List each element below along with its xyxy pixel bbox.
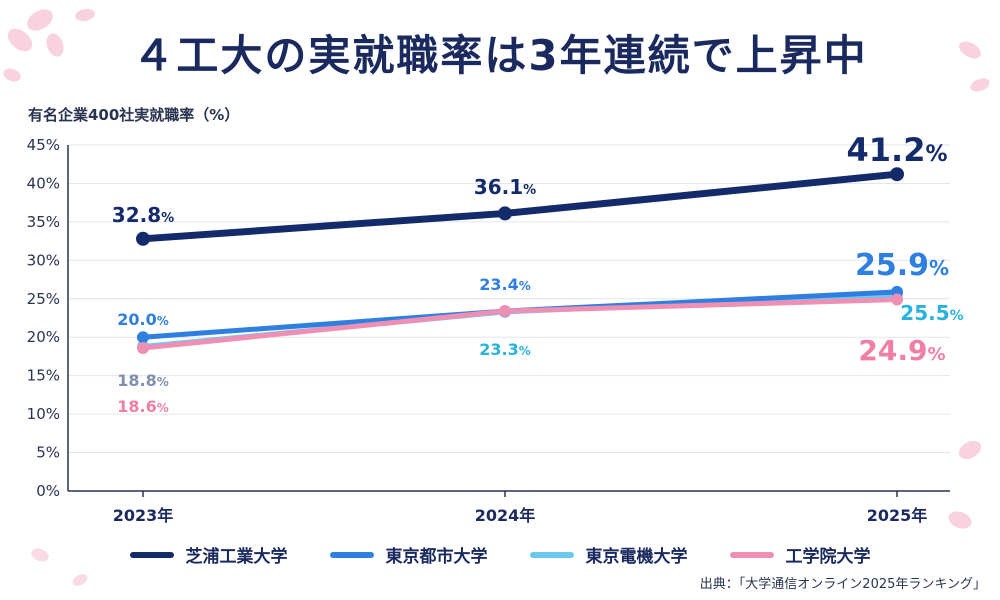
data-label: 25.5% [900, 301, 963, 325]
data-label: 23.3% [479, 340, 531, 359]
cherry-blossom-decoration-top-left [3, 8, 95, 82]
data-point [498, 206, 512, 221]
data-point [499, 305, 511, 318]
data-label: 23.4% [479, 275, 531, 294]
legend-item: 工学院大学 [729, 542, 871, 567]
y-tick-label: 35% [27, 213, 60, 231]
series-line [140, 297, 900, 351]
petal-decoration-bottom-left [31, 548, 88, 586]
data-label: 32.8% [112, 203, 174, 227]
source-note: 出典：「大学通信オンライン2025年ランキング」 [699, 577, 986, 592]
petal-decoration-top-right [959, 41, 990, 92]
data-label: 36.1% [474, 175, 536, 199]
data-label: 41.2% [847, 131, 948, 169]
y-tick-label: 10% [27, 405, 60, 423]
legend-swatch [129, 551, 174, 558]
data-point [890, 167, 904, 182]
legend-label: 工学院大学 [785, 547, 871, 567]
legend-item: 芝浦工業大学 [129, 542, 288, 567]
legend-item: 東京都市大学 [329, 542, 488, 567]
data-point [137, 341, 149, 354]
y-tick-label: 0% [36, 482, 60, 500]
legend-swatch [529, 551, 574, 558]
y-tick-label: 40% [27, 174, 60, 192]
chart-title: ４工大の実就職率は3年連続で上昇中 [132, 31, 868, 80]
data-label: 18.8% [117, 371, 169, 390]
legend-label: 芝浦工業大学 [185, 547, 288, 567]
x-tick-label: 2023年 [113, 506, 174, 525]
data-point [137, 331, 149, 344]
y-tick-label: 5% [36, 444, 60, 462]
legend-label: 東京電機大学 [585, 547, 688, 567]
y-tick-label: 30% [27, 251, 60, 269]
y-axis-unit-label: 有名企業400社実就職率（%） [28, 106, 240, 124]
y-tick-label: 15% [27, 367, 60, 385]
data-label: 18.6% [117, 397, 169, 416]
data-label: 24.9% [858, 334, 945, 367]
legend-label: 東京都市大学 [385, 547, 488, 567]
legend-swatch [329, 551, 374, 558]
data-label: 20.0% [117, 310, 169, 329]
legend-swatch [729, 551, 774, 558]
x-tick-label: 2024年 [475, 506, 536, 525]
y-tick-label: 20% [27, 328, 60, 346]
y-tick-label: 25% [27, 290, 60, 308]
data-point [891, 293, 903, 306]
legend-item: 東京電機大学 [529, 542, 688, 567]
line-chart: 0% 5% 10% 15% 20% 25% 30% 35% 40% 45% 2023年 2024年 20… [27, 131, 964, 525]
petal-decoration-bottom-right [948, 440, 982, 529]
data-label: 25.9% [855, 248, 949, 283]
chart-legend: 芝浦工業大学 東京都市大学 東京電機大学 工学院大学 [0, 542, 1000, 567]
y-tick-label: 45% [27, 136, 60, 154]
x-tick-label: 2025年 [867, 506, 928, 525]
data-point [136, 231, 150, 246]
